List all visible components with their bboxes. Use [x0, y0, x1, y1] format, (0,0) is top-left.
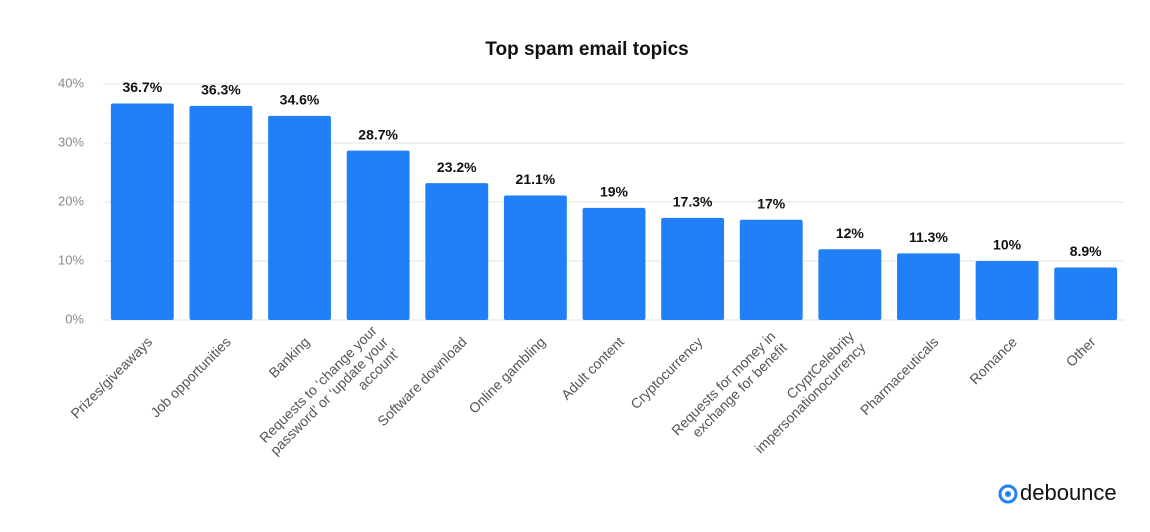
value-label: 28.7%	[358, 126, 398, 142]
value-label: 12%	[836, 225, 865, 241]
y-tick-label: 20%	[58, 193, 84, 208]
value-label: 17%	[757, 195, 786, 211]
bar	[975, 261, 1039, 320]
logo-icon	[998, 484, 1018, 504]
x-tick-label: Pharmaceuticals	[857, 333, 941, 417]
x-tick-label: Romance	[966, 333, 1020, 387]
logo-icon-dot	[1005, 491, 1011, 497]
x-tick-label-line: Adult content	[558, 333, 627, 402]
bar	[425, 183, 489, 320]
y-tick-label: 10%	[58, 252, 84, 267]
value-label: 10%	[993, 237, 1022, 253]
x-tick-label: Requests to ‘change yourpassword’ or ‘up…	[255, 322, 402, 469]
x-tick-label-line: Other	[1062, 333, 1098, 369]
value-label: 8.9%	[1070, 243, 1102, 259]
chart-title: Top spam email topics	[485, 39, 688, 60]
bar	[1054, 267, 1118, 320]
y-tick-label: 40%	[58, 75, 84, 90]
x-tick-label: Job opportunities	[147, 333, 234, 420]
bar	[346, 150, 410, 320]
x-tick-label-line: Romance	[966, 333, 1020, 387]
value-label: 34.6%	[280, 92, 320, 108]
bar	[818, 249, 882, 320]
value-label: 19%	[600, 184, 629, 200]
value-label: 17.3%	[673, 194, 713, 210]
x-tick-label: Prizes/giveaways	[67, 333, 155, 421]
x-tick-label-line: Online gambling	[465, 333, 548, 416]
logo: debounce	[998, 480, 1117, 505]
value-label: 36.7%	[122, 79, 162, 95]
x-tick-label-line: Prizes/giveaways	[67, 333, 155, 421]
x-tick-label-line: Job opportunities	[147, 333, 234, 420]
x-tick-label-line: Banking	[265, 333, 312, 380]
x-tick-label: Banking	[265, 333, 312, 380]
x-tick-label: Online gambling	[465, 333, 548, 416]
value-label: 36.3%	[201, 82, 241, 98]
bar	[503, 195, 567, 320]
value-label: 23.2%	[437, 159, 477, 175]
logo-text: debounce	[1020, 480, 1117, 505]
bar	[582, 207, 646, 320]
x-tick-label: Other	[1062, 333, 1098, 369]
y-tick-label: 0%	[65, 311, 84, 326]
value-label: 11.3%	[909, 229, 948, 245]
y-tick-label: 30%	[58, 134, 84, 149]
x-tick-label: Adult content	[558, 333, 627, 402]
x-tick-label-line: Pharmaceuticals	[857, 333, 941, 417]
bar	[739, 219, 803, 320]
bar	[268, 115, 331, 320]
bar	[189, 105, 253, 320]
bar	[897, 253, 960, 320]
value-label: 21.1%	[516, 171, 556, 187]
bar	[661, 217, 725, 320]
bar	[110, 103, 174, 320]
